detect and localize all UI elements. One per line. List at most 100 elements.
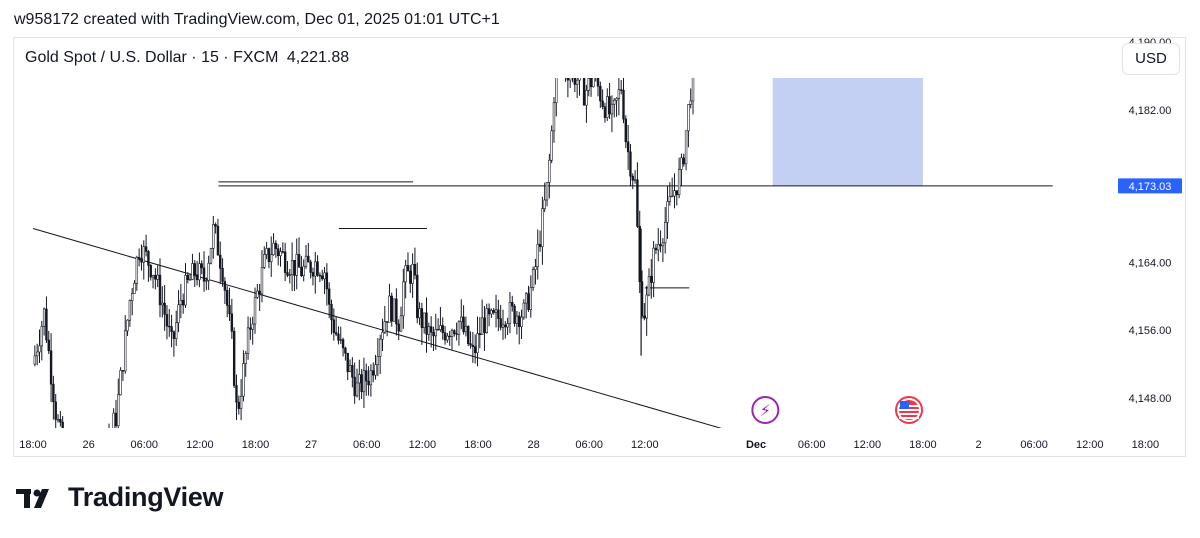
candle-body bbox=[323, 272, 326, 280]
candle-body bbox=[427, 326, 431, 335]
candle-body bbox=[501, 324, 505, 328]
candle-body bbox=[664, 222, 667, 244]
candle-body bbox=[226, 290, 229, 306]
candle-body bbox=[281, 251, 285, 253]
candle-body bbox=[168, 325, 171, 328]
candle-body bbox=[40, 325, 44, 347]
candle-body bbox=[369, 370, 373, 386]
candle-body bbox=[631, 175, 634, 181]
candle-body bbox=[467, 326, 470, 344]
candle-body bbox=[643, 315, 646, 319]
candle-body bbox=[406, 265, 410, 272]
candle-body bbox=[35, 351, 39, 357]
y-tick-label: 4,148.00 bbox=[1129, 393, 1172, 405]
candle-body bbox=[92, 463, 94, 483]
candle-body bbox=[314, 261, 317, 277]
candle-body bbox=[425, 312, 428, 335]
candle-body bbox=[545, 182, 549, 201]
candle-body bbox=[119, 370, 122, 396]
candle-body bbox=[59, 419, 62, 423]
candle-body bbox=[541, 208, 544, 248]
y-tick-label: 4,156.00 bbox=[1129, 325, 1172, 337]
candle-body bbox=[283, 251, 287, 273]
candle-body bbox=[341, 339, 345, 349]
currency-button[interactable]: USD bbox=[1122, 43, 1180, 75]
candle-body bbox=[332, 319, 336, 333]
candle-body bbox=[276, 248, 280, 257]
candle-body bbox=[411, 263, 414, 284]
candle-body bbox=[694, 0, 696, 31]
candle-body bbox=[334, 332, 338, 335]
candle-body bbox=[378, 338, 382, 357]
candle-body bbox=[325, 272, 329, 290]
candle-body bbox=[418, 308, 421, 319]
candle-body bbox=[367, 380, 370, 386]
candle-body bbox=[558, 42, 560, 45]
candle-body bbox=[172, 331, 176, 339]
candle-body bbox=[376, 356, 380, 365]
candle-body bbox=[383, 321, 386, 333]
candle-body bbox=[52, 383, 55, 403]
candle-body bbox=[177, 304, 180, 324]
candle-body bbox=[619, 89, 623, 91]
position-target-zone bbox=[772, 78, 923, 186]
candle-body bbox=[450, 330, 454, 337]
candle-body bbox=[565, 58, 567, 72]
candle-body bbox=[645, 294, 648, 319]
x-tick-label: 12:00 bbox=[631, 439, 659, 451]
candle-body bbox=[487, 308, 491, 315]
candle-body bbox=[202, 267, 206, 282]
candle-body bbox=[191, 263, 194, 280]
candle-body bbox=[80, 467, 82, 482]
brand-logo[interactable]: TradingView bbox=[16, 482, 224, 513]
candle-body bbox=[228, 305, 231, 315]
x-tick-label: 27 bbox=[305, 439, 317, 451]
x-tick-label: 06:00 bbox=[798, 439, 826, 451]
candle-body bbox=[274, 242, 278, 250]
candle-body bbox=[163, 302, 166, 315]
candle-body bbox=[610, 103, 614, 115]
candle-body bbox=[601, 100, 604, 108]
candle-body bbox=[311, 272, 315, 277]
candle-body bbox=[330, 304, 333, 321]
x-tick-label: 18:00 bbox=[242, 439, 270, 451]
candle-body bbox=[360, 374, 363, 393]
candle-body bbox=[615, 98, 618, 101]
candle-body bbox=[691, 78, 695, 102]
x-tick-label: 12:00 bbox=[854, 439, 882, 451]
candle-body bbox=[608, 96, 611, 115]
candle-body bbox=[209, 248, 213, 264]
candle-body bbox=[668, 196, 672, 202]
candle-body bbox=[142, 246, 145, 263]
candle-body bbox=[385, 321, 389, 323]
candle-body bbox=[71, 470, 73, 479]
candle-body bbox=[327, 288, 331, 305]
x-tick-label: 2 bbox=[975, 439, 981, 451]
candle-body bbox=[659, 244, 662, 247]
chart-frame bbox=[13, 37, 1186, 457]
candle-body bbox=[290, 260, 294, 275]
candle-body bbox=[439, 325, 442, 330]
candle-body bbox=[223, 281, 227, 291]
y-tick-label: 4,164.00 bbox=[1129, 257, 1172, 269]
candle-body bbox=[179, 300, 183, 306]
candle-body bbox=[195, 274, 199, 281]
candle-body bbox=[126, 319, 129, 332]
candle-body bbox=[156, 274, 159, 280]
candle-body bbox=[381, 331, 384, 340]
x-tick-label: 06:00 bbox=[1020, 439, 1048, 451]
candle-body bbox=[432, 332, 435, 337]
candle-body bbox=[666, 201, 669, 223]
candle-body bbox=[316, 261, 319, 276]
candle-body bbox=[657, 244, 660, 251]
x-tick-label: 12:00 bbox=[186, 439, 214, 451]
candle-body bbox=[441, 325, 444, 334]
candle-body bbox=[462, 316, 465, 333]
candle-body bbox=[230, 313, 234, 332]
candle-body bbox=[566, 78, 570, 81]
candle-body bbox=[112, 412, 115, 428]
candle-body bbox=[256, 290, 259, 298]
candle-body bbox=[219, 254, 222, 269]
candle-body bbox=[165, 314, 169, 327]
